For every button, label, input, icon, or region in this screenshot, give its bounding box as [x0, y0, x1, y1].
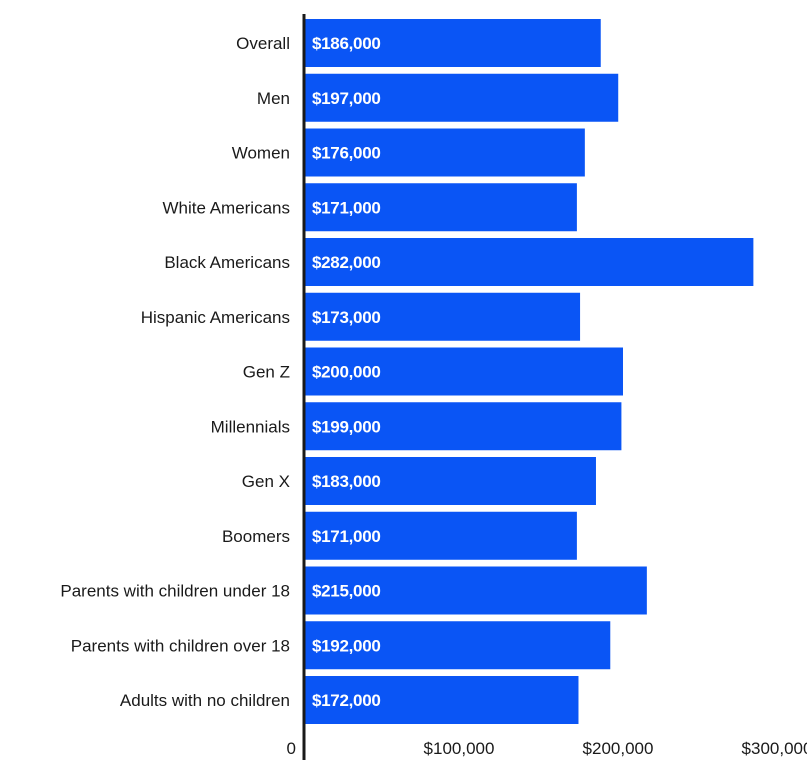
bar-value-label: $173,000 [312, 308, 381, 327]
bar [305, 347, 623, 396]
bar [305, 292, 581, 341]
bar [305, 676, 579, 724]
bar [305, 73, 619, 122]
category-label: Gen X [242, 472, 290, 491]
bar-value-label: $171,000 [312, 527, 381, 546]
bar-value-label: $186,000 [312, 34, 381, 53]
category-label: Gen Z [243, 363, 290, 382]
bar [305, 183, 577, 232]
category-label: Women [232, 144, 290, 163]
category-label: Parents with children under 18 [60, 582, 290, 601]
bar-value-label: $200,000 [312, 363, 381, 382]
category-label: Boomers [222, 527, 290, 546]
category-label: Men [257, 89, 290, 108]
x-tick-label: $200,000 [583, 739, 654, 758]
bar-value-label: $183,000 [312, 472, 381, 491]
bar-value-label: $215,000 [312, 582, 381, 601]
x-tick-label: $300,000 [742, 739, 807, 758]
bar [305, 457, 596, 505]
bar [305, 511, 577, 560]
bar-value-label: $172,000 [312, 691, 381, 710]
bar [305, 566, 647, 615]
category-label: Adults with no children [120, 691, 290, 710]
category-label: White Americans [162, 198, 290, 217]
category-label: Millennials [211, 417, 290, 436]
bar-value-label: $197,000 [312, 89, 381, 108]
category-label: Parents with children over 18 [71, 636, 290, 655]
x-tick-label: $100,000 [424, 739, 495, 758]
bar [305, 19, 601, 67]
bar [305, 128, 585, 177]
category-label: Hispanic Americans [141, 308, 290, 327]
bar-value-label: $192,000 [312, 636, 381, 655]
x-tick-label: 0 [287, 739, 296, 758]
bar-value-label: $282,000 [312, 253, 381, 272]
bar-value-label: $171,000 [312, 198, 381, 217]
bar-value-label: $199,000 [312, 417, 381, 436]
category-label: Black Americans [164, 253, 290, 272]
bar [305, 402, 622, 451]
bar [305, 621, 611, 670]
bar-value-label: $176,000 [312, 144, 381, 163]
bar [305, 238, 754, 286]
category-label: Overall [236, 34, 290, 53]
